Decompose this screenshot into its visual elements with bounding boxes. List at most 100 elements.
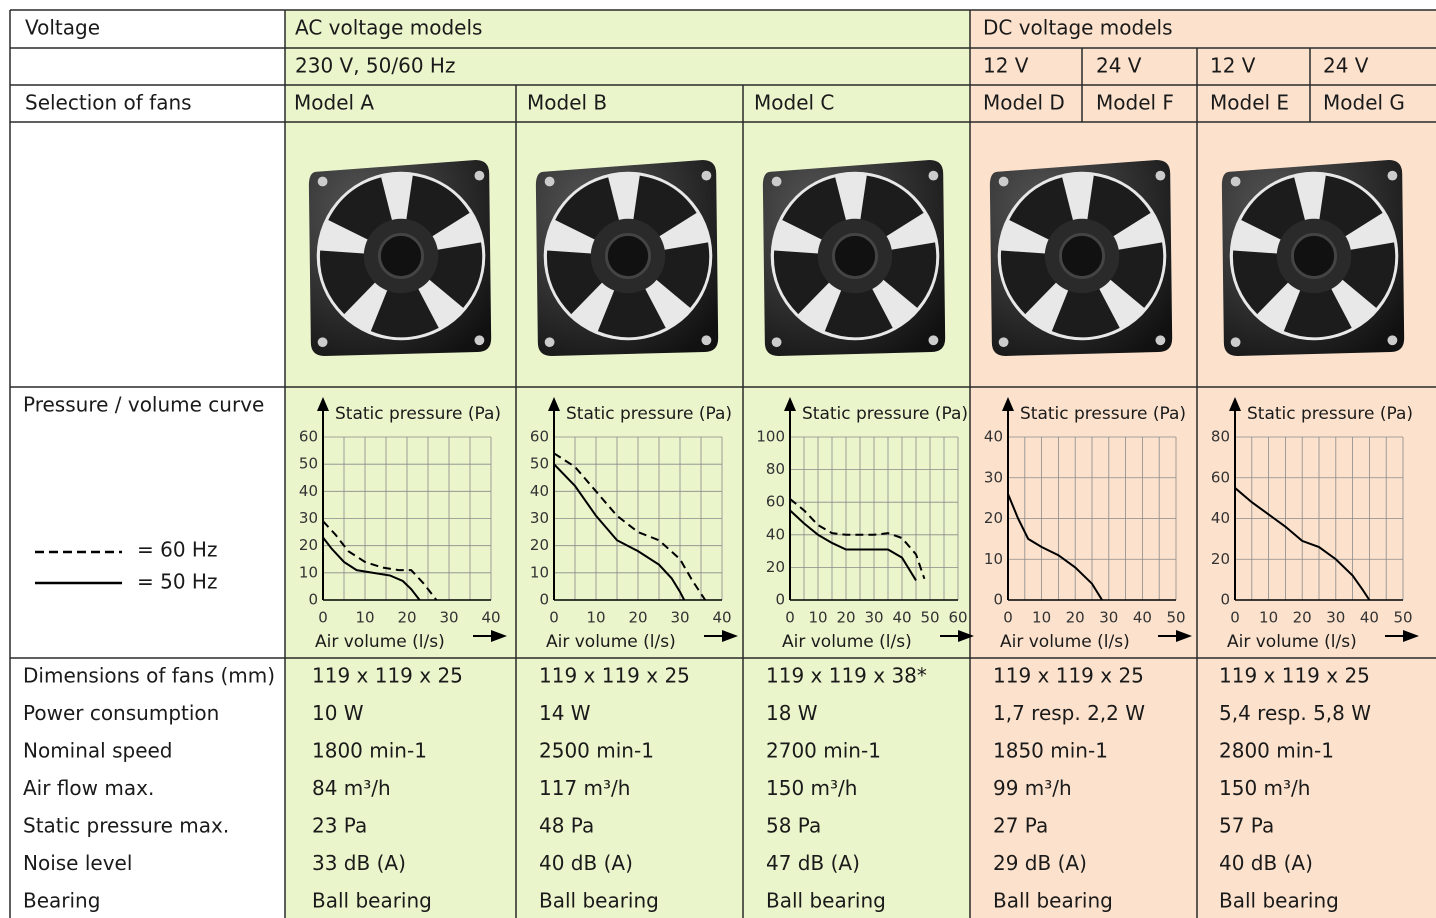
header-cell: AC voltage models (295, 16, 482, 40)
x-tick-label: 0 (1230, 609, 1240, 627)
model-name: Model D (983, 91, 1065, 115)
y-axis-label: Static pressure (Pa) (802, 404, 968, 424)
fan-image (298, 160, 498, 361)
spec-value: 40 dB (A) (1219, 851, 1313, 875)
y-tick-label: 40 (984, 428, 1003, 446)
spec-value: 2500 min-1 (539, 739, 654, 763)
voltage-cell: 230 V, 50/60 Hz (295, 54, 455, 78)
y-tick-label: 20 (299, 536, 318, 554)
fan-images (298, 160, 1411, 361)
x-tick-label: 40 (892, 609, 911, 627)
x-tick-label: 20 (836, 609, 855, 627)
x-axis-label: Air volume (l/s) (546, 632, 676, 652)
spec-value: 99 m³/h (993, 776, 1072, 800)
voltage-cell: 24 V (1096, 54, 1142, 78)
fan-image (525, 160, 725, 361)
row-label: Pressure / volume curve (23, 393, 264, 417)
x-tick-label: 10 (586, 609, 605, 627)
spec-value: 10 W (312, 701, 364, 725)
spec-value: 2800 min-1 (1219, 739, 1334, 763)
spec-value: 33 dB (A) (312, 851, 406, 875)
x-tick-label: 50 (920, 609, 939, 627)
y-tick-label: 0 (1220, 591, 1230, 609)
y-tick-label: 20 (530, 536, 549, 554)
x-tick-label: 40 (1133, 609, 1152, 627)
x-tick-label: 20 (1293, 609, 1312, 627)
y-tick-label: 30 (530, 509, 549, 527)
spec-value: Ball bearing (993, 889, 1113, 913)
x-tick-label: 30 (439, 609, 458, 627)
x-tick-label: 20 (1066, 609, 1085, 627)
spec-value: 119 x 119 x 25 (539, 664, 690, 688)
spec-value: 40 dB (A) (539, 851, 633, 875)
pressure-curve (789, 509, 917, 581)
spec-value: 119 x 119 x 25 (993, 664, 1144, 688)
row-label: Selection of fans (25, 91, 192, 115)
x-tick-label: 30 (1099, 609, 1118, 627)
pressure-chart: 0 10 20 30 40 0 10 20 30 40 50 Static pressure (Pa)… (984, 397, 1192, 652)
spec-label: Nominal speed (23, 739, 173, 763)
spec-value: Ball bearing (539, 889, 659, 913)
x-axis-arrow (1176, 630, 1192, 642)
spec-label: Bearing (23, 889, 100, 913)
x-tick-label: 50 (1166, 609, 1185, 627)
x-tick-label: 30 (1326, 609, 1345, 627)
header-cell: DC voltage models (983, 16, 1173, 40)
x-tick-label: 0 (549, 609, 559, 627)
spec-label: Air flow max. (23, 776, 154, 800)
x-tick-label: 10 (808, 609, 827, 627)
pressure-curve (789, 498, 926, 580)
spec-value: 117 m³/h (539, 776, 630, 800)
spec-value: 27 Pa (993, 814, 1048, 838)
y-tick-label: 0 (308, 591, 318, 609)
fan-image (752, 160, 952, 361)
y-tick-label: 0 (539, 591, 549, 609)
pressure-curve (553, 452, 707, 601)
y-tick-label: 50 (530, 455, 549, 473)
y-tick-label: 40 (1211, 509, 1230, 527)
y-tick-label: 20 (984, 509, 1003, 527)
pressure-chart: 0 10 20 30 40 50 60 0 10 20 30 40 Static pressure (P… (299, 397, 507, 652)
model-name: Model F (1096, 91, 1174, 115)
spec-value: 1800 min-1 (312, 739, 427, 763)
x-tick-label: 50 (1393, 609, 1412, 627)
y-axis-arrow (784, 397, 796, 411)
spec-value: 58 Pa (766, 814, 821, 838)
y-tick-label: 0 (775, 591, 785, 609)
y-tick-label: 10 (984, 550, 1003, 568)
spec-value: 18 W (766, 701, 818, 725)
model-name: Model G (1323, 91, 1405, 115)
y-axis-label: Static pressure (Pa) (566, 404, 732, 424)
legend-label: = 60 Hz (137, 538, 217, 562)
x-axis-label: Air volume (l/s) (782, 632, 912, 652)
spec-value: 84 m³/h (312, 776, 391, 800)
model-name: Model B (527, 91, 607, 115)
pressure-curve (322, 536, 421, 601)
x-axis-arrow (958, 630, 974, 642)
model-name: Model C (754, 91, 834, 115)
spec-value: Ball bearing (766, 889, 886, 913)
voltage-cell: 12 V (983, 54, 1029, 78)
pressure-curve (553, 463, 686, 601)
x-axis-arrow (722, 630, 738, 642)
y-tick-label: 80 (766, 460, 785, 478)
spec-label: Dimensions of fans (mm) (23, 664, 275, 688)
spec-value: 119 x 119 x 25 (1219, 664, 1370, 688)
y-axis-arrow (1002, 397, 1014, 411)
y-axis-arrow (548, 397, 560, 411)
y-tick-label: 10 (299, 563, 318, 581)
x-tick-label: 20 (628, 609, 647, 627)
y-tick-label: 30 (299, 509, 318, 527)
x-tick-label: 40 (712, 609, 731, 627)
y-tick-label: 50 (299, 455, 318, 473)
spec-value: 119 x 119 x 25 (312, 664, 463, 688)
model-name: Model E (1210, 91, 1289, 115)
y-axis-label: Static pressure (Pa) (1020, 404, 1186, 424)
x-tick-label: 0 (1003, 609, 1013, 627)
x-tick-label: 20 (397, 609, 416, 627)
spec-label: Noise level (23, 851, 132, 875)
y-tick-label: 0 (993, 591, 1003, 609)
y-tick-label: 10 (530, 563, 549, 581)
x-tick-label: 10 (355, 609, 374, 627)
